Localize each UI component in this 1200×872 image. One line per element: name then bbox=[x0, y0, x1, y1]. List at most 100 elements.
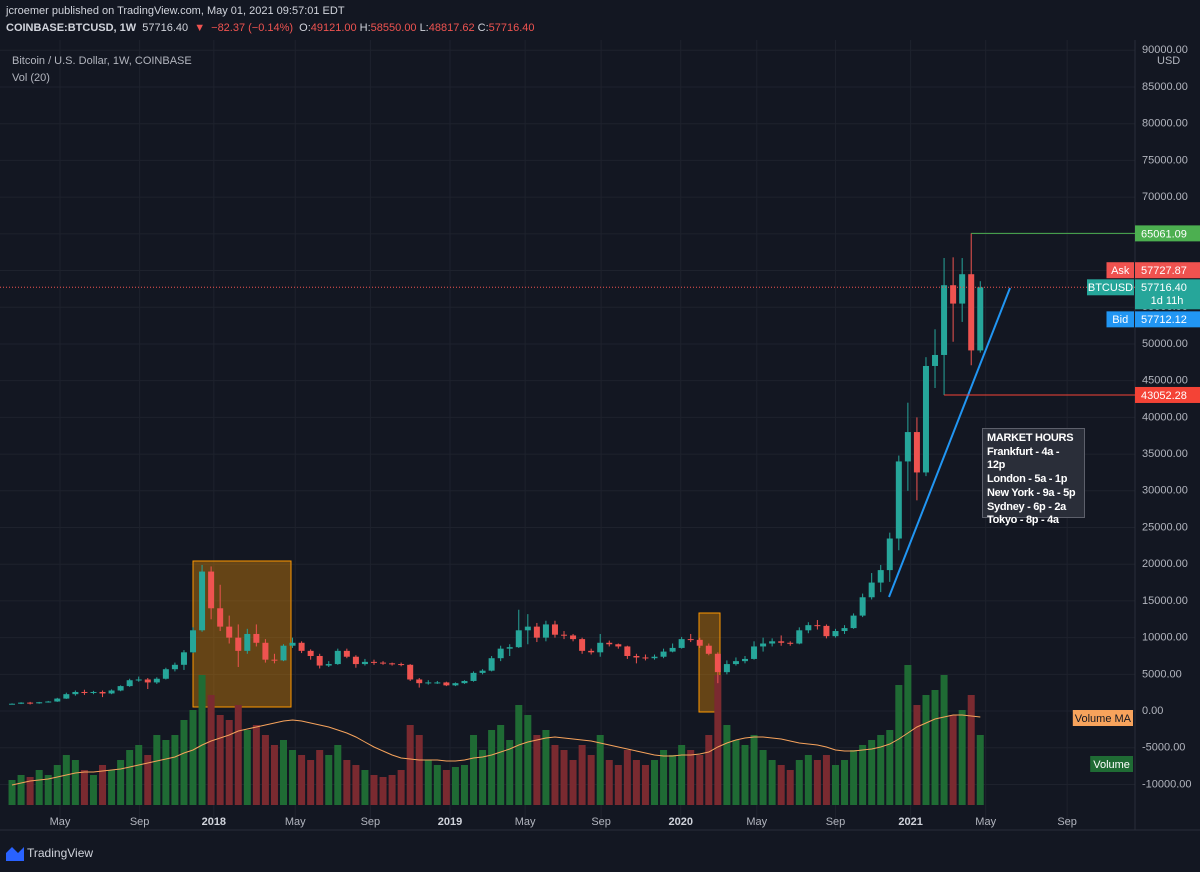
quote-name: BTCUSD bbox=[1088, 282, 1133, 294]
quote-countdown: 1d 11h bbox=[1151, 295, 1184, 307]
volume-bar bbox=[669, 755, 677, 805]
candle-body bbox=[316, 655, 323, 666]
volume-bar bbox=[415, 735, 423, 805]
candle-body bbox=[506, 647, 513, 649]
volume-bar bbox=[913, 705, 921, 805]
volume-bar bbox=[180, 720, 188, 805]
candle-body bbox=[841, 628, 848, 632]
candle-body bbox=[416, 679, 423, 684]
volume-bar bbox=[108, 770, 116, 805]
candle-body bbox=[561, 634, 568, 636]
series-label: Volume bbox=[1093, 759, 1130, 771]
volume-bar bbox=[705, 735, 713, 805]
market-hours-line: Sydney - 6p - 2a bbox=[987, 500, 1066, 513]
quote-value: 57712.12 bbox=[1141, 314, 1187, 326]
highlight-box bbox=[192, 560, 292, 708]
trend-line bbox=[888, 287, 1011, 598]
market-hours-line: Tokyo - 8p - 4a bbox=[987, 514, 1059, 527]
candle-body bbox=[778, 641, 785, 643]
volume-bar bbox=[895, 685, 903, 805]
y-tick-label: 90000.00 bbox=[1142, 44, 1188, 56]
candle-body bbox=[714, 653, 721, 673]
market-hours-line: Frankfurt - 4a - 12p bbox=[987, 445, 1060, 472]
volume-bar bbox=[795, 760, 803, 805]
quote-value: 57727.87 bbox=[1141, 265, 1187, 277]
candle-body bbox=[696, 639, 703, 646]
x-tick-label: Sep bbox=[361, 816, 381, 828]
candle-body bbox=[27, 702, 34, 704]
ohlc-value: 58550.00 bbox=[370, 22, 417, 34]
candle-body bbox=[624, 646, 631, 656]
volume-bar bbox=[569, 760, 577, 805]
x-tick-label: Sep bbox=[130, 816, 150, 828]
candle-body bbox=[72, 691, 79, 695]
candle-body bbox=[570, 635, 577, 640]
chart-title: Bitcoin / U.S. Dollar, 1W, COINBASE bbox=[12, 55, 192, 67]
candle-body bbox=[398, 664, 405, 666]
volume-bar bbox=[298, 755, 306, 805]
volume-bar bbox=[623, 750, 631, 805]
x-tick-label: Sep bbox=[591, 816, 611, 828]
volume-bar bbox=[370, 775, 378, 805]
x-tick-label: May bbox=[515, 816, 536, 828]
volume-bar bbox=[261, 735, 269, 805]
candle-body bbox=[407, 664, 414, 680]
candle-body bbox=[289, 642, 296, 646]
candle-body bbox=[81, 691, 88, 693]
candle-body bbox=[941, 285, 948, 355]
volume-bar bbox=[361, 770, 369, 805]
candle-body bbox=[642, 657, 649, 659]
volume-bar bbox=[551, 745, 559, 805]
volume-bar bbox=[741, 745, 749, 805]
volume-bar bbox=[424, 760, 432, 805]
volume-bar bbox=[605, 760, 613, 805]
candle-body bbox=[542, 624, 549, 638]
volume-bar bbox=[44, 775, 52, 805]
volume-bar bbox=[651, 760, 659, 805]
y-tick-label: 35000.00 bbox=[1142, 448, 1188, 460]
volume-bar bbox=[831, 765, 839, 805]
volume-bar bbox=[714, 675, 722, 805]
volume-bar bbox=[660, 750, 668, 805]
extreme-label-box bbox=[1135, 225, 1200, 242]
candle-body bbox=[787, 642, 794, 644]
series-label: Volume MA bbox=[1075, 713, 1132, 725]
candle-body bbox=[325, 664, 332, 666]
volume-bar bbox=[958, 710, 966, 805]
volume-ma-line bbox=[11, 714, 981, 786]
candle-body bbox=[253, 633, 260, 643]
ohlc-line: COINBASE:BTCUSD, 1W 57716.40 ▼ −82.37 (−… bbox=[6, 22, 538, 34]
extreme-label-box bbox=[1135, 386, 1200, 403]
volume-bar bbox=[460, 765, 468, 805]
extreme-label: 65061.09 bbox=[1141, 228, 1187, 240]
candle-body bbox=[850, 615, 857, 629]
candle-body bbox=[352, 656, 359, 665]
volume-bar bbox=[868, 740, 876, 805]
volume-bar bbox=[723, 725, 731, 805]
candle-body bbox=[208, 571, 215, 609]
volume-bar bbox=[641, 765, 649, 805]
volume-bar bbox=[904, 665, 912, 805]
candle-body bbox=[922, 365, 929, 473]
volume-bar bbox=[841, 760, 849, 805]
candle-body bbox=[751, 646, 758, 659]
volume-bar bbox=[497, 725, 505, 805]
volume-bar bbox=[243, 730, 251, 805]
volume-bar bbox=[117, 760, 125, 805]
candle-body bbox=[90, 691, 97, 693]
volume-bar bbox=[506, 740, 514, 805]
candle-body bbox=[108, 690, 115, 694]
candle-body bbox=[588, 650, 595, 653]
volume-bar bbox=[442, 770, 450, 805]
volume-bar bbox=[687, 750, 695, 805]
quote-name-box bbox=[1106, 262, 1134, 279]
candle-body bbox=[217, 608, 224, 627]
volume-bar bbox=[316, 750, 324, 805]
candle-body bbox=[126, 680, 133, 687]
volume-bar bbox=[406, 725, 414, 805]
change-arrow: ▼ bbox=[194, 22, 206, 34]
volume-bar bbox=[451, 767, 459, 805]
x-tick-label: 2019 bbox=[438, 816, 462, 828]
y-tick-label: 80000.00 bbox=[1142, 118, 1188, 130]
